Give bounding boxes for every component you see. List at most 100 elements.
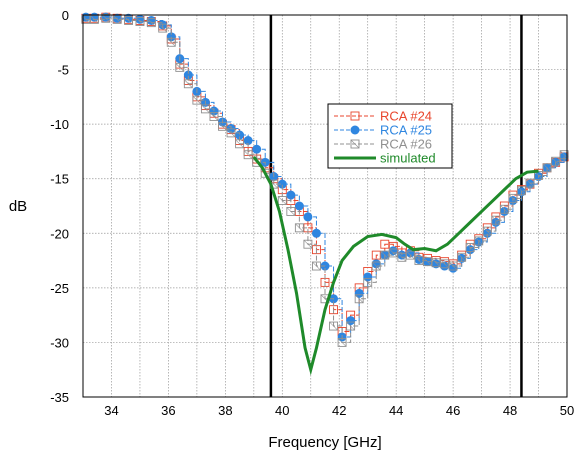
legend-label: RCA #25: [380, 123, 432, 138]
point-marker: [371, 259, 381, 269]
point-marker: [448, 261, 458, 271]
series-rca-26: [81, 13, 569, 347]
point-marker: [146, 18, 156, 28]
point-marker: [380, 239, 390, 249]
series-line: [85, 16, 565, 338]
point-marker: [183, 70, 193, 80]
y-tick-label: -35: [50, 390, 69, 405]
point-marker: [286, 190, 296, 200]
point-marker: [303, 239, 313, 249]
point-marker: [183, 79, 193, 89]
point-marker: [303, 212, 313, 222]
point-marker: [277, 179, 287, 189]
point-marker: [440, 259, 450, 269]
point-marker: [423, 257, 432, 267]
x-axis-label: Frequency [GHz]: [268, 434, 381, 451]
point-marker: [101, 13, 111, 23]
point-marker: [350, 111, 360, 121]
point-marker: [124, 16, 134, 25]
point-marker: [542, 163, 552, 173]
point-marker: [371, 250, 381, 260]
y-axis-label: dB: [9, 198, 27, 215]
point-marker: [192, 95, 202, 105]
legend-item: RCA #26: [334, 137, 432, 152]
y-tick-label: -15: [50, 172, 69, 187]
point-marker: [200, 104, 210, 114]
series-rca-24: [81, 12, 569, 336]
point-marker: [354, 288, 364, 298]
point-marker: [337, 337, 347, 347]
y-tick-label: -25: [50, 281, 69, 296]
marker-lines: [269, 15, 523, 397]
point-marker: [465, 243, 475, 252]
y-tick-label: -20: [50, 226, 69, 241]
point-marker: [166, 37, 176, 47]
point-marker: [397, 252, 407, 262]
legend-item: RCA #25: [334, 123, 432, 138]
series-line: [85, 16, 565, 333]
point-marker: [508, 193, 518, 203]
point-marker: [491, 215, 501, 225]
x-tick-label: 40: [275, 403, 289, 418]
point-marker: [135, 14, 145, 24]
point-marker: [209, 112, 219, 121]
x-tick-label: 48: [503, 403, 517, 418]
point-marker: [388, 248, 398, 258]
y-tick-label: -5: [57, 63, 69, 78]
series-line: [85, 17, 565, 343]
point-marker: [431, 259, 441, 269]
legend-item: simulated: [334, 151, 436, 166]
series-line: [252, 155, 539, 376]
x-tick-label: 46: [446, 403, 460, 418]
x-tick-label: 34: [104, 403, 118, 418]
y-tick-label: -30: [50, 335, 69, 350]
point-marker: [286, 207, 296, 216]
point-marker: [146, 15, 156, 25]
point-marker: [474, 236, 484, 246]
point-marker: [243, 150, 253, 160]
point-marker: [499, 204, 509, 214]
point-marker: [405, 250, 415, 260]
point-marker: [354, 294, 364, 304]
point-marker: [350, 125, 360, 135]
point-marker: [312, 261, 321, 271]
point-marker: [175, 62, 185, 72]
legend-label: RCA #26: [380, 137, 432, 152]
point-marker: [294, 223, 304, 233]
point-marker: [158, 23, 168, 33]
point-marker: [252, 144, 262, 154]
point-marker: [363, 272, 373, 282]
x-tick-label: 36: [161, 403, 175, 418]
y-tick-label: -10: [50, 117, 69, 132]
point-marker: [551, 156, 561, 166]
point-marker: [525, 179, 535, 189]
series-layer: [81, 12, 569, 376]
y-tick-label: 0: [62, 8, 69, 23]
point-marker: [346, 321, 356, 331]
point-marker: [350, 139, 360, 149]
point-marker: [135, 17, 145, 26]
point-marker: [516, 186, 526, 196]
point-marker: [525, 178, 535, 188]
x-tick-label: 44: [389, 403, 403, 418]
x-tick-label: 42: [332, 403, 346, 418]
point-marker: [329, 321, 338, 331]
plot-frame: [82, 14, 568, 398]
point-marker: [311, 228, 321, 238]
point-marker: [89, 12, 99, 22]
point-marker: [414, 256, 424, 266]
point-marker: [371, 261, 381, 271]
x-tick-label: 38: [218, 403, 232, 418]
point-marker: [431, 258, 441, 268]
point-marker: [243, 136, 253, 146]
grid: [82, 14, 568, 398]
legend-item: RCA #24: [334, 109, 432, 124]
point-marker: [218, 121, 227, 131]
point-marker: [457, 252, 467, 262]
legend-label: RCA #24: [380, 109, 432, 124]
point-marker: [346, 316, 356, 326]
series-simulated: [252, 155, 539, 376]
point-marker: [482, 226, 492, 236]
